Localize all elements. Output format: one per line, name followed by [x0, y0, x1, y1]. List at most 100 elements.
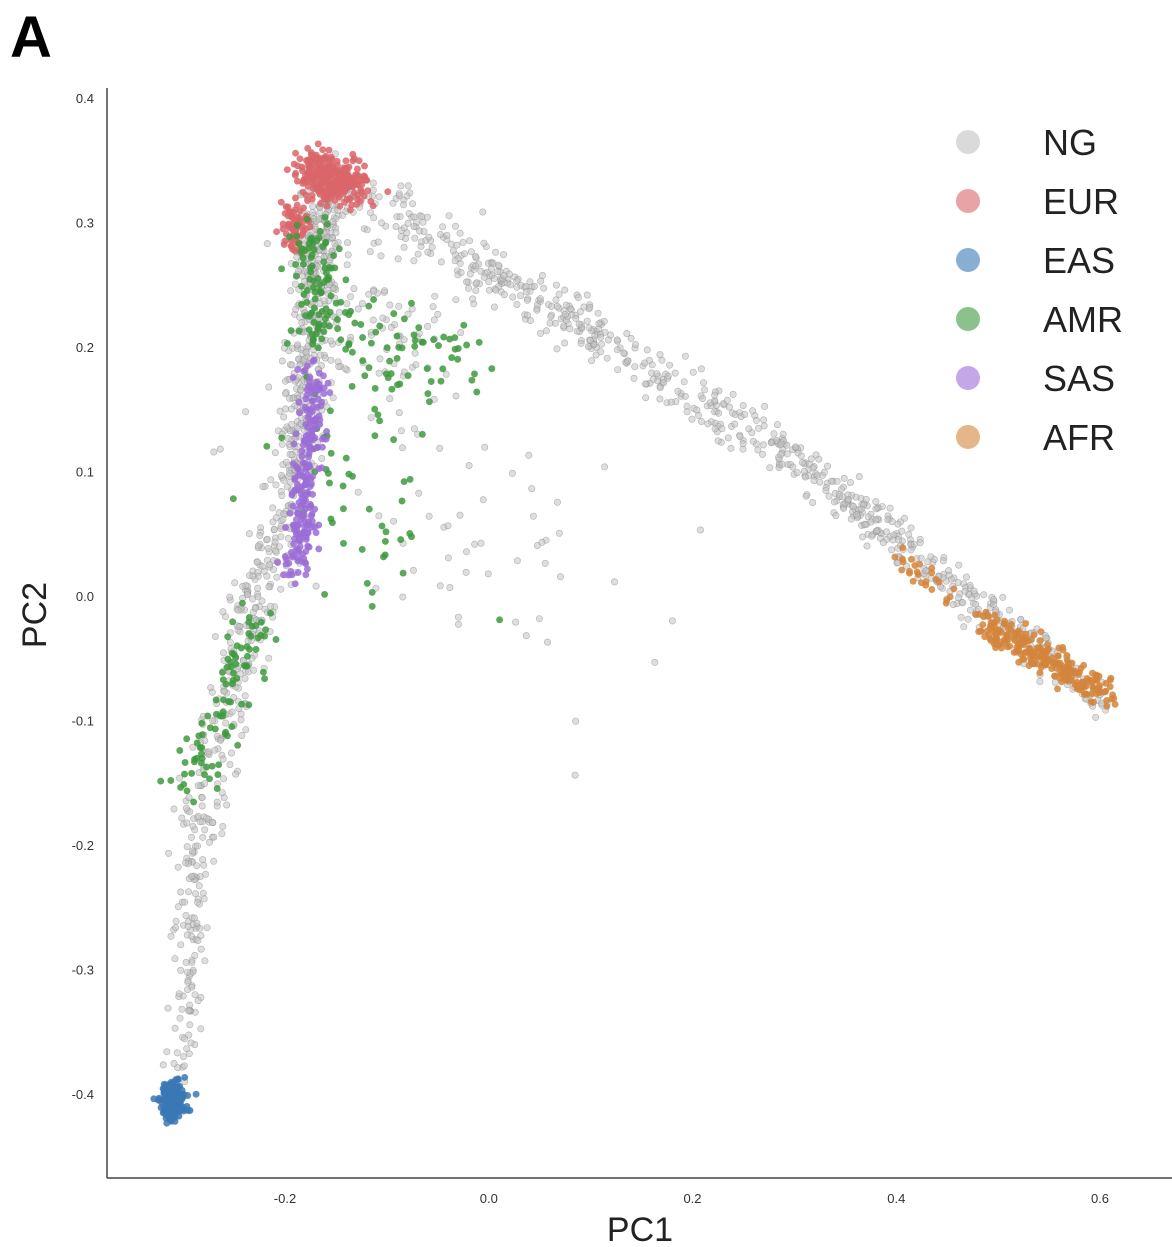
point-eur — [299, 230, 307, 238]
point-ng — [696, 526, 704, 534]
point-afr — [1063, 651, 1071, 659]
point-ng — [798, 458, 806, 466]
point-ng — [243, 591, 251, 599]
point-ng — [499, 251, 507, 259]
point-amr — [321, 213, 329, 221]
point-ng — [872, 498, 880, 506]
point-ng — [424, 322, 432, 330]
point-eur — [286, 208, 294, 216]
point-ng — [444, 554, 452, 562]
point-ng — [770, 430, 778, 438]
point-ng — [429, 303, 437, 311]
point-amr — [423, 365, 431, 373]
point-ng — [191, 991, 199, 999]
point-eur — [364, 187, 372, 195]
point-amr — [463, 341, 471, 349]
point-amr — [427, 377, 435, 385]
point-ng — [449, 247, 457, 255]
point-ng — [930, 555, 938, 563]
point-amr — [299, 254, 307, 262]
point-ng — [517, 292, 525, 300]
point-ng — [237, 716, 245, 724]
point-ng — [178, 1005, 186, 1013]
point-amr — [197, 750, 205, 758]
legend-marker-ng — [956, 130, 980, 154]
point-ng — [460, 250, 468, 258]
point-ng — [656, 384, 664, 392]
point-ng — [480, 239, 488, 247]
point-amr — [451, 334, 459, 342]
point-eur — [322, 169, 330, 177]
point-afr — [1077, 664, 1085, 672]
point-ng — [369, 316, 377, 324]
point-ng — [853, 510, 861, 518]
point-amr — [437, 377, 445, 385]
point-amr — [371, 432, 379, 440]
point-ng — [185, 1007, 193, 1015]
point-ng — [320, 297, 328, 305]
point-ng — [543, 638, 551, 646]
point-ng — [366, 248, 374, 256]
point-ng — [428, 243, 436, 251]
point-amr — [245, 613, 253, 621]
point-ng — [377, 252, 385, 260]
point-ng — [601, 463, 609, 471]
point-ng — [701, 386, 709, 394]
point-ng — [171, 955, 179, 963]
point-amr — [180, 780, 188, 788]
point-amr — [496, 616, 504, 624]
point-ng — [164, 1004, 172, 1012]
point-ng — [660, 379, 668, 387]
point-ng — [949, 600, 957, 608]
point-eur — [313, 154, 321, 162]
point-ng — [513, 277, 521, 285]
point-eas — [175, 1112, 183, 1120]
point-amr — [361, 372, 369, 380]
point-amr — [252, 645, 260, 653]
point-ng — [431, 292, 439, 300]
point-ng — [392, 223, 400, 231]
point-ng — [572, 717, 580, 725]
point-ng — [181, 1035, 189, 1043]
point-ng — [299, 357, 307, 365]
point-amr — [201, 771, 209, 779]
point-ng — [451, 222, 459, 230]
point-ng — [167, 932, 175, 940]
point-eur — [302, 191, 310, 199]
point-afr — [928, 585, 936, 593]
point-ng — [970, 587, 978, 595]
series-amr — [157, 213, 504, 806]
point-amr — [287, 327, 295, 335]
point-ng — [278, 357, 286, 365]
point-ng — [832, 512, 840, 520]
x-axis-label: PC1 — [607, 1211, 673, 1247]
point-ng — [241, 675, 249, 683]
point-eur — [317, 200, 325, 208]
points-layer — [150, 140, 1119, 1127]
point-amr — [263, 442, 271, 450]
point-afr — [994, 629, 1002, 637]
point-ng — [594, 309, 602, 317]
point-afr — [1090, 676, 1098, 684]
point-amr — [374, 411, 382, 419]
point-sas — [298, 550, 306, 558]
point-eur — [307, 149, 315, 157]
point-eas — [181, 1073, 189, 1081]
point-afr — [1041, 652, 1049, 660]
point-ng — [210, 857, 218, 865]
point-ng — [253, 558, 261, 566]
point-ng — [370, 214, 378, 222]
point-ng — [792, 443, 800, 451]
point-amr — [316, 227, 324, 235]
point-eas — [192, 1090, 200, 1098]
point-ng — [463, 278, 471, 286]
point-ng — [465, 461, 473, 469]
point-ng — [172, 924, 180, 932]
point-ng — [533, 306, 541, 314]
point-ng — [964, 615, 972, 623]
point-ng — [697, 417, 705, 425]
point-ng — [694, 411, 702, 419]
point-ng — [184, 978, 192, 986]
point-ng — [704, 420, 712, 428]
point-ng — [699, 379, 707, 387]
